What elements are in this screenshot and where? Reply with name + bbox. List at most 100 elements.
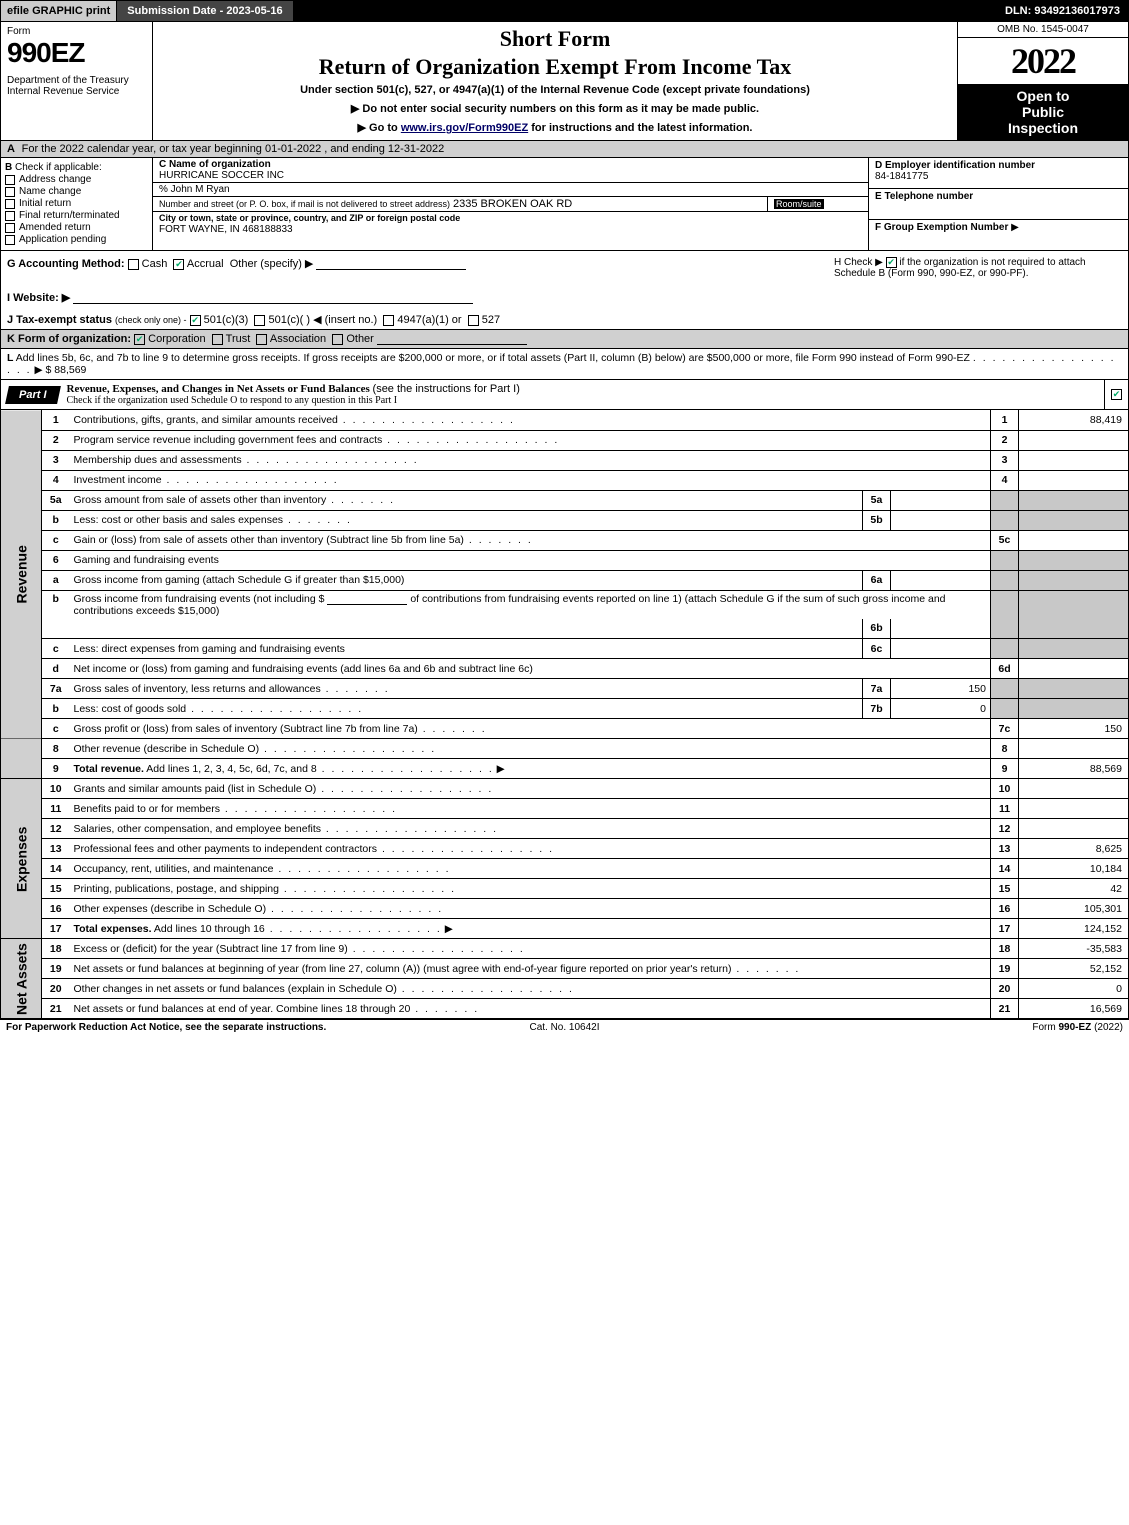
line-8-desc: Other revenue (describe in Schedule O) [70, 739, 991, 759]
form-title: Return of Organization Exempt From Incom… [161, 54, 949, 80]
cb-initial-return[interactable]: Initial return [5, 198, 148, 209]
line-6a-subval [891, 570, 991, 590]
part1-header: Part I Revenue, Expenses, and Changes in… [0, 380, 1129, 410]
row-l: L Add lines 5b, 6c, and 7b to line 9 to … [0, 349, 1129, 380]
line-19-amt: 52,152 [1019, 959, 1129, 979]
form-number: 990EZ [7, 37, 146, 69]
line-6-desc: Gaming and fundraising events [70, 550, 991, 570]
cb-4947[interactable] [383, 315, 394, 326]
line-2-amt [1019, 430, 1129, 450]
footer-right: Form 990-EZ (2022) [751, 1022, 1123, 1033]
line-11-desc: Benefits paid to or for members [70, 799, 991, 819]
row-j: J Tax-exempt status (check only one) - 5… [0, 310, 1129, 330]
irs-link[interactable]: www.irs.gov/Form990EZ [401, 122, 528, 134]
header-left: Form 990EZ Department of the Treasury In… [1, 22, 153, 140]
cb-schedule-b[interactable] [886, 257, 897, 268]
line-21-desc: Net assets or fund balances at end of ye… [70, 999, 991, 1019]
line-6c-desc: Less: direct expenses from gaming and fu… [70, 639, 863, 659]
ein: 84-1841775 [875, 171, 928, 182]
cb-application-pending[interactable]: Application pending [5, 234, 148, 245]
section-bcdef: B Check if applicable: Address change Na… [0, 158, 1129, 251]
line-4-desc: Investment income [70, 470, 991, 490]
part1-table: Revenue 1 Contributions, gifts, grants, … [0, 410, 1129, 1019]
website-input[interactable] [73, 292, 473, 304]
line-1-col: 1 [991, 410, 1019, 430]
submission-date: Submission Date - 2023-05-16 [117, 1, 293, 21]
line-12-desc: Salaries, other compensation, and employ… [70, 819, 991, 839]
cb-address-change[interactable]: Address change [5, 174, 148, 185]
other-org-input[interactable] [377, 333, 527, 345]
part1-schedule-o-check[interactable] [1104, 380, 1128, 409]
line-5b-desc: Less: cost or other basis and sales expe… [70, 510, 863, 530]
line-17-desc: Total expenses. Add lines 10 through 16 [70, 919, 991, 939]
line-6b-subval [891, 619, 991, 639]
org-name: HURRICANE SOCCER INC [159, 170, 862, 181]
revenue-tab: Revenue [1, 410, 42, 739]
line-17-amt: 124,152 [1019, 919, 1129, 939]
line-11-amt [1019, 799, 1129, 819]
col-c: C Name of organization HURRICANE SOCCER … [153, 158, 868, 250]
schedule-b-check: H Check ▶ if the organization is not req… [828, 251, 1128, 285]
netassets-tab: Net Assets [1, 939, 42, 1019]
line-9-desc: Total revenue. Total revenue. Add lines … [70, 759, 991, 779]
cb-501c[interactable] [254, 315, 265, 326]
line-10-desc: Grants and similar amounts paid (list in… [70, 779, 991, 799]
form-subtitle: Under section 501(c), 527, or 4947(a)(1)… [161, 84, 949, 96]
accounting-method: G Accounting Method: Cash Accrual Other … [1, 251, 828, 285]
ein-cell: D Employer identification number 84-1841… [869, 158, 1128, 189]
line-1-num: 1 [42, 410, 70, 430]
phone-cell: E Telephone number [869, 189, 1128, 220]
cb-accrual[interactable] [173, 259, 184, 270]
cb-corporation[interactable] [134, 334, 145, 345]
cb-final-return[interactable]: Final return/terminated [5, 210, 148, 221]
line-7a-subval: 150 [891, 679, 991, 699]
line-13-amt: 8,625 [1019, 839, 1129, 859]
line-6b-contrib-input[interactable] [327, 593, 407, 605]
row-i: I Website: ▶ [0, 285, 1129, 310]
part1-tab: Part I [5, 386, 60, 404]
header-center: Short Form Return of Organization Exempt… [153, 22, 958, 140]
line-3-desc: Membership dues and assessments [70, 450, 991, 470]
omb-number: OMB No. 1545-0047 [958, 22, 1128, 38]
dln-label: DLN: 93492136017973 [997, 1, 1128, 21]
ssn-warning: ▶ Do not enter social security numbers o… [161, 102, 949, 115]
line-6b-desc1: Gross income from fundraising events (no… [70, 590, 991, 619]
line-14-amt: 10,184 [1019, 859, 1129, 879]
line-5a-desc: Gross amount from sale of assets other t… [70, 490, 863, 510]
gross-receipts-amount: $ 88,569 [46, 364, 87, 376]
line-3-amt [1019, 450, 1129, 470]
cb-other-org[interactable] [332, 334, 343, 345]
line-5b-subval [891, 510, 991, 530]
efile-print-button[interactable]: efile GRAPHIC print [1, 1, 117, 21]
line-14-desc: Occupancy, rent, utilities, and maintena… [70, 859, 991, 879]
other-specify-input[interactable] [316, 258, 466, 270]
short-form-label: Short Form [161, 26, 949, 52]
page-footer: For Paperwork Reduction Act Notice, see … [0, 1019, 1129, 1035]
cb-association[interactable] [256, 334, 267, 345]
line-12-amt [1019, 819, 1129, 839]
line-1-amt: 88,419 [1019, 410, 1129, 430]
cb-trust[interactable] [212, 334, 223, 345]
expenses-tab: Expenses [1, 779, 42, 939]
cb-527[interactable] [468, 315, 479, 326]
form-header: Form 990EZ Department of the Treasury In… [0, 22, 1129, 141]
goto-note: ▶ Go to www.irs.gov/Form990EZ for instru… [161, 121, 949, 134]
cb-amended-return[interactable]: Amended return [5, 222, 148, 233]
line-4-amt [1019, 470, 1129, 490]
line-2-desc: Program service revenue including govern… [70, 430, 991, 450]
col-b: B Check if applicable: Address change Na… [1, 158, 153, 250]
line-7b-desc: Less: cost of goods sold [70, 699, 863, 719]
line-6d-desc: Net income or (loss) from gaming and fun… [70, 659, 991, 679]
cb-name-change[interactable]: Name change [5, 186, 148, 197]
line-18-desc: Excess or (deficit) for the year (Subtra… [70, 939, 991, 959]
line-13-desc: Professional fees and other payments to … [70, 839, 991, 859]
line-15-amt: 42 [1019, 879, 1129, 899]
city-cell: City or town, state or province, country… [153, 212, 868, 236]
footer-center: Cat. No. 10642I [378, 1022, 750, 1033]
group-exemption-cell: F Group Exemption Number ▶ [869, 220, 1128, 250]
top-bar: efile GRAPHIC print Submission Date - 20… [0, 0, 1129, 22]
line-20-desc: Other changes in net assets or fund bala… [70, 979, 991, 999]
header-right: OMB No. 1545-0047 2022 Open to Public In… [958, 22, 1128, 140]
cb-501c3[interactable] [190, 315, 201, 326]
cb-cash[interactable] [128, 259, 139, 270]
